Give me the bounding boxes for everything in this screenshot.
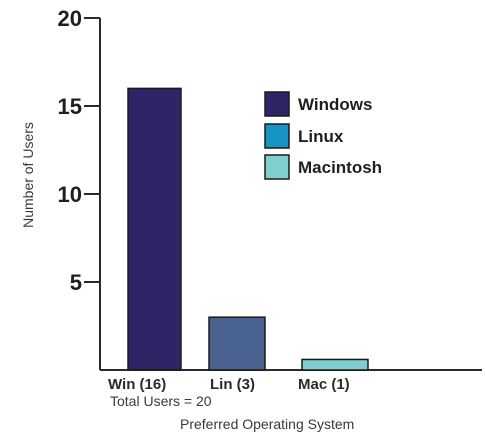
- bar-0: [127, 87, 182, 371]
- y-tick-label: 15: [58, 94, 82, 119]
- legend-label: Linux: [298, 127, 344, 146]
- legend-swatch: [264, 154, 290, 180]
- category-label: Win (16): [108, 376, 166, 393]
- legend-label: Macintosh: [298, 158, 382, 177]
- y-tick-label: 20: [58, 6, 82, 31]
- bars-group: [127, 87, 369, 371]
- y-axis-ticks: 5 10 15 20: [58, 6, 100, 295]
- category-label: Mac (1): [298, 376, 350, 393]
- category-label: Lin (3): [210, 376, 255, 393]
- y-tick-label: 5: [70, 270, 82, 295]
- x-axis-title: Preferred Operating System: [180, 416, 354, 432]
- bar-1: [208, 316, 266, 371]
- y-tick-label: 10: [58, 182, 82, 207]
- legend-label: Windows: [298, 95, 372, 114]
- category-labels: Win (16) Lin (3) Mac (1): [108, 376, 350, 393]
- total-users-annotation: Total Users = 20: [110, 393, 212, 409]
- bar-2: [301, 358, 369, 371]
- legend-swatch: [264, 91, 290, 117]
- legend-swatch: [264, 123, 290, 149]
- y-axis-title: Number of Users: [20, 122, 36, 228]
- legend: Windows Linux Macintosh: [264, 91, 382, 180]
